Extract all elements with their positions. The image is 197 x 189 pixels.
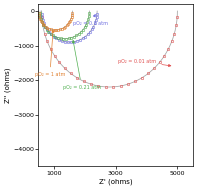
Text: pO₂ = 0.21 atm: pO₂ = 0.21 atm [63,40,101,90]
Text: pO₂ = 1 atm: pO₂ = 1 atm [35,30,65,77]
X-axis label: Z' (ohms): Z' (ohms) [99,178,132,185]
Text: pO₂ = 0.1 atm: pO₂ = 0.1 atm [73,15,109,26]
Text: pO₂ = 0.01 atm: pO₂ = 0.01 atm [118,59,171,67]
Y-axis label: Z'' (ohms): Z'' (ohms) [4,67,11,103]
